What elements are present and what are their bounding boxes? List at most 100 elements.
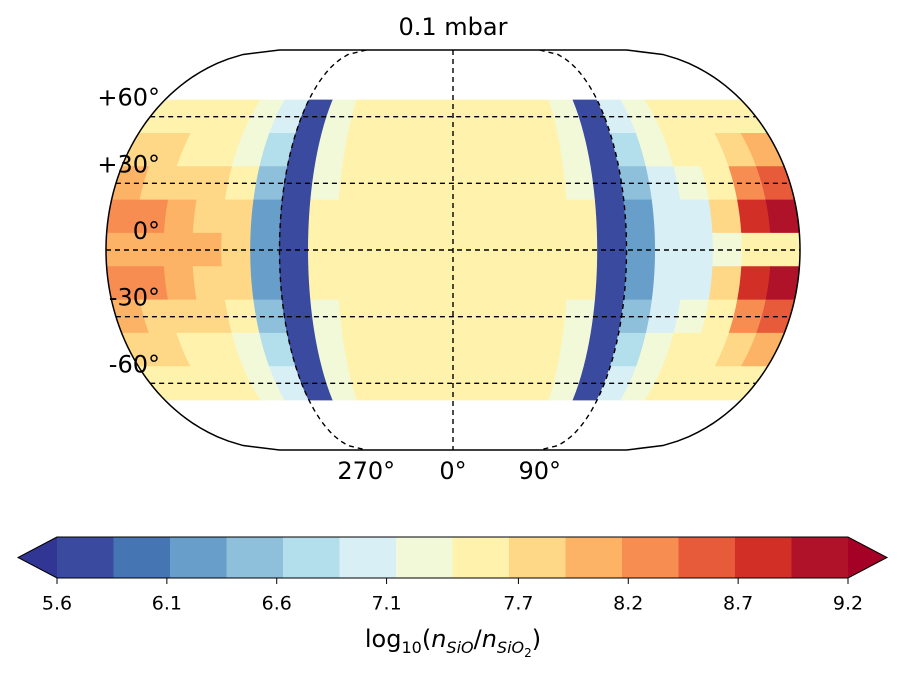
colorbar-tick-label: 7.7: [503, 593, 533, 615]
contour-cell: [337, 266, 369, 301]
contour-cell: [452, 132, 482, 168]
contour-cell: [680, 199, 714, 234]
colorbar-segment: [226, 537, 284, 578]
colorbar-tick-label: 7.1: [371, 593, 401, 615]
contour-cell: [250, 199, 283, 234]
contour-cell: [566, 199, 598, 234]
colorbar-segment: [339, 537, 397, 578]
contour-cell: [452, 199, 483, 234]
colorbar-extend-high: [848, 537, 887, 578]
label-part: SiO: [497, 638, 524, 657]
colorbar: 5.6 6.1 6.6 7.1 7.7 8.2 8.7 9.2: [16, 536, 889, 615]
contour-cell: [537, 199, 569, 234]
contour-cell: [683, 232, 714, 268]
contour-cell: [365, 266, 397, 301]
colorbar-segment: [113, 537, 171, 578]
colorbar-tick-label: 5.6: [42, 593, 72, 615]
contour-cell: [423, 266, 454, 301]
colorbar-segment: [509, 537, 566, 578]
contour-cell: [651, 266, 685, 301]
contour-cell: [765, 266, 800, 301]
longitude-label: 270°: [337, 457, 395, 485]
longitude-label: 90°: [518, 457, 561, 485]
contour-cell: [452, 332, 482, 368]
contour-cell: [369, 132, 402, 168]
chart-title: 0.1 mbar: [399, 13, 508, 41]
contour-cell: [504, 332, 537, 368]
contour-cell: [395, 299, 426, 334]
colorbar-segment: [452, 537, 510, 578]
contour-cell: [481, 199, 512, 234]
contour-cell: [221, 266, 255, 301]
label-part: 2: [524, 646, 532, 660]
contour-cell: [394, 199, 425, 234]
longitude-line: [278, 49, 367, 451]
contour-cell: [476, 366, 506, 401]
contour-cell: [623, 199, 656, 234]
colorbar-extend-low: [18, 537, 57, 578]
contour-cell: [192, 266, 226, 301]
contour-cell: [424, 132, 454, 168]
label-part: n: [482, 625, 497, 653]
contour-cell: [337, 199, 369, 234]
contour-cell: [395, 166, 426, 201]
latitude-label: -30°: [109, 284, 160, 312]
contour-cell: [342, 132, 375, 168]
colorbar-segment: [283, 537, 340, 578]
contour-cell: [539, 232, 570, 268]
contour-cell: [424, 299, 454, 334]
contour-cell: [478, 332, 509, 368]
contour-cell: [424, 166, 454, 201]
contour-cell: [365, 199, 397, 234]
contour-cell: [651, 199, 685, 234]
contour-cell: [708, 199, 743, 234]
contour-cell: [594, 266, 627, 301]
contour-cell: [394, 232, 425, 268]
contour-cell: [478, 132, 509, 168]
latitude-label: +60°: [97, 84, 160, 112]
contour-cell: [423, 199, 454, 234]
colorbar-segment: [170, 537, 227, 578]
contour-cell: [737, 266, 771, 301]
contour-cell: [504, 132, 537, 168]
contour-cell: [623, 266, 656, 301]
longitude-line: [539, 49, 628, 451]
colorbar-tick-label: 6.6: [262, 593, 292, 615]
contour-cell: [308, 266, 340, 301]
contour-cell: [765, 199, 800, 234]
contour-cell: [221, 199, 255, 234]
contour-cell: [594, 199, 627, 234]
contour-cell: [566, 266, 598, 301]
contour-cell: [192, 199, 226, 234]
contour-cell: [509, 199, 541, 234]
contour-cell: [394, 266, 425, 301]
colorbar-tick-label: 6.1: [152, 593, 182, 615]
contour-cell: [163, 199, 198, 234]
contour-cell: [369, 332, 402, 368]
contour-cell: [680, 266, 714, 301]
contour-cell: [279, 266, 312, 301]
label-part: ): [532, 625, 541, 653]
colorbar-segment: [396, 537, 453, 578]
colorbar-segment: [57, 537, 114, 578]
contour-cell: [708, 266, 743, 301]
label-part: SiO: [446, 638, 473, 657]
contour-cell: [452, 266, 483, 301]
colorbar-tick-label: 9.2: [833, 593, 863, 615]
label-part: log: [365, 625, 402, 653]
contour-cell: [279, 199, 312, 234]
contour-cell: [397, 132, 428, 168]
contour-cell: [397, 332, 428, 368]
colorbar-tick-label: 8.7: [723, 593, 753, 615]
longitude-label: 0°: [439, 457, 466, 485]
colorbar-segment: [622, 537, 679, 578]
colorbar-tick-label: 8.2: [613, 593, 643, 615]
label-part: /: [474, 625, 483, 653]
label-part: (: [422, 625, 431, 653]
graticule: [106, 49, 800, 451]
contour-cell: [509, 266, 541, 301]
label-part: 10: [401, 638, 421, 657]
contour-cell: [163, 266, 198, 301]
colorbar-segment: [791, 537, 849, 578]
